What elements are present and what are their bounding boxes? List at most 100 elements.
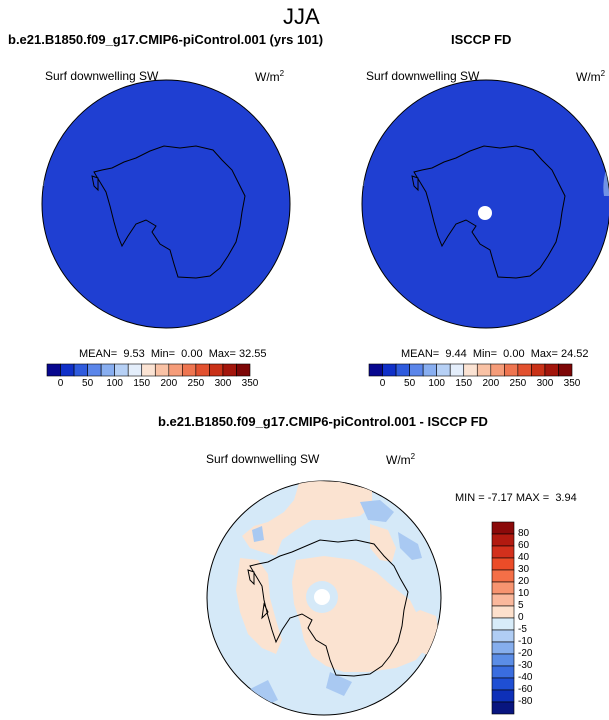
diff-positive-region-2 xyxy=(236,558,282,654)
diff-colorbar-cell xyxy=(491,593,515,607)
obs-colorbar-cell xyxy=(490,363,505,377)
diff-positive-region-4 xyxy=(370,524,396,562)
model-colorbar-cell xyxy=(46,363,61,377)
obs-polar-map xyxy=(361,79,609,329)
model-colorbar-cell xyxy=(87,363,102,377)
diff-colorbar-cell xyxy=(491,617,515,631)
diff-colorbar-tick-label: -40 xyxy=(518,672,533,683)
model-colorbar-tick-label: 250 xyxy=(187,378,205,389)
obs-colorbar xyxy=(368,363,573,377)
diff-colorbar-tick-label: -30 xyxy=(518,660,533,671)
model-stats: MEAN= 9.53 Min= 0.00 Max= 32.55 xyxy=(79,348,267,360)
diff-colorbar-tick-label: 5 xyxy=(518,600,524,611)
diff-colorbar-tick-label: -60 xyxy=(518,684,533,695)
obs-colorbar-cell xyxy=(436,363,451,377)
model-units-label: W/m2 xyxy=(255,69,285,84)
obs-colorbar-cell xyxy=(409,363,424,377)
diff-colorbar-cell xyxy=(491,689,515,703)
diff-negative-region-5 xyxy=(326,672,352,696)
obs-colorbar-tick-label: 350 xyxy=(563,378,581,389)
model-colorbar-cell xyxy=(222,363,237,377)
obs-colorbar-cell xyxy=(422,363,437,377)
model-map-disk xyxy=(41,79,291,329)
diff-colorbar-cell xyxy=(491,557,515,571)
diff-panel-title: b.e21.B1850.f09_g17.CMIP6-piControl.001 … xyxy=(158,414,488,429)
obs-pole-mask xyxy=(478,206,492,220)
diff-colorbar-tick-label: 0 xyxy=(518,612,524,623)
diff-negative-region-2 xyxy=(398,532,422,560)
obs-variable-label: Surf downwelling SW xyxy=(366,69,480,83)
diff-colorbar-tick-label: -20 xyxy=(518,648,533,659)
diff-positive-region-1 xyxy=(242,481,372,556)
obs-map-disk xyxy=(361,79,609,329)
model-colorbar xyxy=(46,363,251,377)
diff-colorbar-cell xyxy=(491,545,515,559)
obs-colorbar-tick-label: 100 xyxy=(428,378,445,389)
diff-variable-label: Surf downwelling SW xyxy=(206,452,320,466)
diff-colorbar-tick-label: -80 xyxy=(518,696,533,707)
diff-colorbar-cell xyxy=(491,533,515,547)
obs-colorbar-cell xyxy=(558,363,573,377)
diff-colorbar-tick-label: 10 xyxy=(518,588,530,599)
model-antarctica-coast xyxy=(91,145,246,279)
model-panel-title: b.e21.B1850.f09_g17.CMIP6-piControl.001 … xyxy=(8,32,324,47)
model-colorbar-cell xyxy=(127,363,143,377)
obs-colorbar-cell xyxy=(463,363,478,377)
model-colorbar-tick-label: 150 xyxy=(133,378,151,389)
model-colorbar-cell xyxy=(168,363,183,377)
diff-colorbar xyxy=(491,521,515,715)
obs-colorbar-cell xyxy=(504,363,519,377)
obs-colorbar-tick-label: 0 xyxy=(379,378,386,389)
obs-colorbar-cell xyxy=(382,363,397,377)
diff-colorbar-tick-label: -10 xyxy=(518,636,533,647)
diff-colorbar-cell xyxy=(491,641,515,655)
model-colorbar-tick-label: 300 xyxy=(214,378,232,389)
figure-title: JJA xyxy=(283,4,320,29)
diff-colorbar-cell xyxy=(491,629,515,643)
model-colorbar-cell xyxy=(114,363,129,377)
diff-colorbar-tick-label: 20 xyxy=(518,576,530,587)
model-colorbar-cell xyxy=(182,363,197,377)
diff-polar-map xyxy=(206,480,442,716)
obs-colorbar-tick-label: 250 xyxy=(509,378,527,389)
model-colorbar-tick-label: 350 xyxy=(241,378,259,389)
obs-colorbar-cell xyxy=(531,363,546,377)
diff-colorbar-cell xyxy=(491,569,515,583)
diff-colorbar-tick-label: -5 xyxy=(518,624,527,635)
obs-colorbar-cell xyxy=(544,363,559,377)
model-colorbar-cell xyxy=(195,363,210,377)
model-colorbar-cell xyxy=(100,363,115,377)
model-colorbar-cell xyxy=(236,363,251,377)
obs-panel-title: ISCCP FD xyxy=(451,32,512,47)
obs-colorbar-tick-label: 200 xyxy=(482,378,500,389)
diff-colorbar-cell xyxy=(491,521,515,535)
obs-colorbar-cell xyxy=(517,363,532,377)
model-colorbar-cell xyxy=(209,363,224,377)
diff-colorbar-tick-label: 40 xyxy=(518,552,530,563)
model-polar-map xyxy=(41,79,291,329)
model-colorbar-tick-label: 200 xyxy=(160,378,178,389)
diff-colorbar-cell xyxy=(491,665,515,679)
diff-colorbar-tick-label: 30 xyxy=(518,564,530,575)
diff-colorbar-tick-label: 80 xyxy=(518,528,530,539)
model-colorbar-tick-label: 50 xyxy=(82,378,94,389)
obs-colorbar-cell xyxy=(449,363,465,377)
obs-colorbar-cell xyxy=(395,363,410,377)
obs-colorbar-cell xyxy=(368,363,383,377)
obs-antarctica-coast xyxy=(411,145,566,279)
model-colorbar-cell xyxy=(141,363,156,377)
diff-colorbar-cell xyxy=(491,581,515,595)
diff-pole-mask xyxy=(314,589,330,605)
diff-units-label: W/m2 xyxy=(386,452,416,467)
diff-antarctica-coast xyxy=(247,539,409,677)
diff-positive-region-5 xyxy=(402,610,440,656)
model-colorbar-cell xyxy=(73,363,88,377)
model-colorbar-tick-label: 100 xyxy=(106,378,123,389)
model-colorbar-tick-label: 0 xyxy=(57,378,64,389)
diff-negative-region-1 xyxy=(360,500,394,522)
obs-colorbar-tick-label: 150 xyxy=(455,378,473,389)
model-colorbar-cell xyxy=(154,363,170,377)
model-variable-label: Surf downwelling SW xyxy=(45,69,159,83)
obs-colorbar-cell xyxy=(476,363,492,377)
